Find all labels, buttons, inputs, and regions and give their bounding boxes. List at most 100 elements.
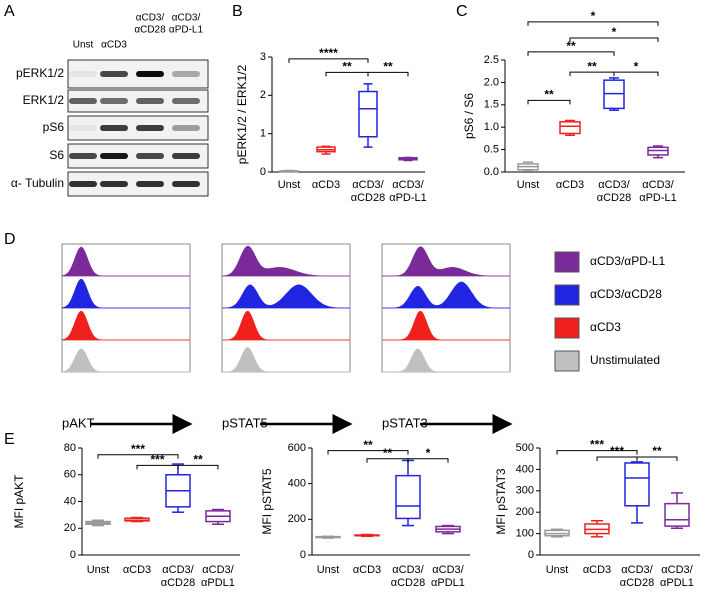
band xyxy=(136,181,164,187)
panel-letter: C xyxy=(456,3,468,20)
significance-bracket xyxy=(527,51,615,56)
y-axis-label: pERK1/2 / ERK1/2 xyxy=(235,64,249,164)
box xyxy=(559,121,581,135)
y-tick-label: 80 xyxy=(64,442,76,454)
marker-label: pAKT xyxy=(62,415,95,430)
y-tick-label: 0 xyxy=(300,549,306,561)
significance-label: ** xyxy=(566,39,576,53)
x-tick-label: αPDL1 xyxy=(201,577,235,589)
band xyxy=(69,98,97,104)
significance-label: ** xyxy=(363,438,373,452)
y-tick-label: 0.0 xyxy=(484,166,499,178)
band xyxy=(172,71,200,77)
y-axis-label: MFI pAKT xyxy=(12,474,26,529)
box xyxy=(664,502,690,527)
significance-bracket xyxy=(569,37,659,43)
y-tick-label: 400 xyxy=(288,478,306,490)
y-tick-label: 200 xyxy=(288,513,306,525)
x-tick-label: αCD3 xyxy=(556,179,584,191)
x-tick-label: αCD3/ xyxy=(162,564,194,576)
panel-letter: E xyxy=(4,431,15,448)
band xyxy=(100,125,128,131)
legend-swatch xyxy=(554,350,580,372)
significance-bracket xyxy=(636,456,678,461)
significance-label: *** xyxy=(610,444,624,458)
band xyxy=(172,98,200,104)
legend-swatch xyxy=(554,251,580,273)
y-tick-label: 0 xyxy=(70,549,76,561)
x-tick-label: αPDL1 xyxy=(660,577,694,589)
y-tick-label: 0.5 xyxy=(484,144,499,156)
y-tick-label: 600 xyxy=(288,442,306,454)
x-tick-label: Unst xyxy=(517,179,540,191)
significance-label: ** xyxy=(383,446,393,460)
y-tick-label: 0 xyxy=(260,166,266,178)
band xyxy=(100,71,128,77)
significance-bracket xyxy=(527,99,571,105)
box xyxy=(358,90,378,138)
histogram xyxy=(382,310,510,341)
histogram xyxy=(61,278,190,309)
significance-label: * xyxy=(612,25,617,39)
band xyxy=(172,125,200,131)
y-tick-label: 100 xyxy=(516,528,534,540)
significance-label: **** xyxy=(319,46,338,60)
y-tick-label: 20 xyxy=(64,522,76,534)
x-tick-label: αCD3/ xyxy=(661,564,693,576)
band xyxy=(69,181,97,187)
x-tick-label: αCD28 xyxy=(161,577,195,589)
significance-label: * xyxy=(591,9,596,23)
y-tick-label: 400 xyxy=(516,463,534,475)
band xyxy=(69,71,97,77)
band xyxy=(172,181,200,187)
x-tick-label: Unst xyxy=(317,564,340,576)
marker-label: pSTAT5 xyxy=(222,415,268,430)
histogram xyxy=(382,246,510,277)
band xyxy=(100,153,128,159)
significance-bracket xyxy=(177,464,219,470)
x-tick-label: αCD3 xyxy=(312,179,340,191)
x-tick-label: αCD3/ xyxy=(598,179,630,191)
x-tick-label: αCD3/ xyxy=(642,179,674,191)
significance-label: ** xyxy=(193,453,203,467)
row-label: S6 xyxy=(49,148,64,162)
box xyxy=(624,462,650,507)
y-tick-label: 2 xyxy=(260,89,266,101)
lane-label: αCD28 xyxy=(134,25,166,36)
y-tick-label: 1 xyxy=(260,128,266,140)
significance-bracket xyxy=(327,450,409,455)
lane-label: αCD3 xyxy=(101,40,127,51)
x-tick-label: αCD3 xyxy=(583,564,611,576)
histogram xyxy=(222,347,350,373)
band xyxy=(136,98,164,104)
significance-label: ** xyxy=(652,444,662,458)
histogram xyxy=(221,284,350,309)
legend-label: Unstimulated xyxy=(590,353,660,367)
histogram xyxy=(222,310,350,341)
significance-label: ** xyxy=(383,60,393,74)
histogram xyxy=(61,348,190,373)
panel-letter: A xyxy=(4,3,15,20)
significance-label: ** xyxy=(587,59,597,73)
legend-swatch xyxy=(554,317,580,339)
significance-label: ** xyxy=(544,87,554,101)
histogram xyxy=(221,245,350,277)
legend-label: αCD3/αCD28 xyxy=(590,287,662,301)
y-tick-label: 40 xyxy=(64,495,76,507)
y-tick-label: 2.0 xyxy=(484,76,499,88)
box xyxy=(395,474,421,520)
lane-label: αPD-L1 xyxy=(169,25,204,36)
significance-bracket xyxy=(97,454,179,459)
histogram xyxy=(382,348,510,373)
x-tick-label: αCD3 xyxy=(123,564,151,576)
band xyxy=(100,181,128,187)
y-axis-label: pS6 / S6 xyxy=(462,93,476,139)
y-tick-label: 500 xyxy=(516,442,534,454)
row-label: α- Tubulin xyxy=(11,176,64,190)
significance-label: * xyxy=(426,446,431,460)
significance-label: *** xyxy=(131,442,145,456)
panel-letter: B xyxy=(232,3,243,20)
significance-bracket xyxy=(556,450,638,455)
row-label: ERK1/2 xyxy=(23,93,65,107)
